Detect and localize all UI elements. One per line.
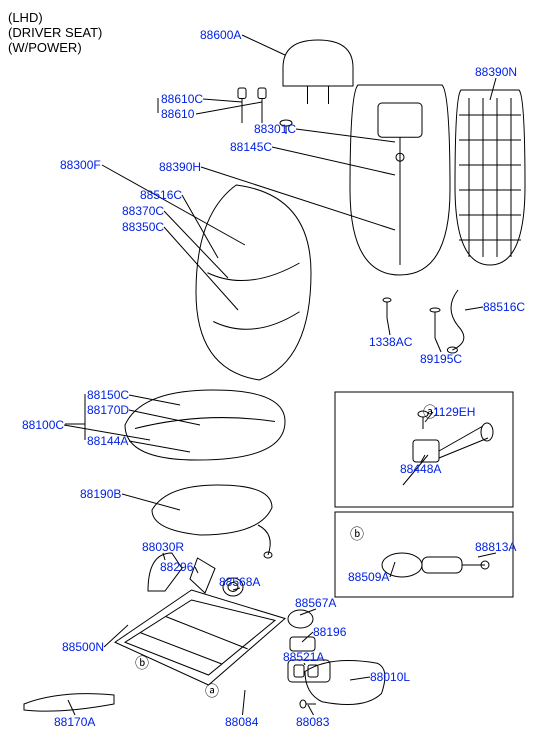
part-label: 88100C	[22, 418, 64, 432]
part-label: 1338AC	[369, 335, 412, 349]
part-label: 88448A	[400, 462, 441, 476]
part-label: 1129EH	[433, 405, 475, 419]
marker: ⓑ	[135, 653, 149, 673]
part-label: 88610C	[161, 92, 203, 106]
part-label: 88350C	[122, 220, 164, 234]
part-label: 88521A	[283, 650, 324, 664]
header-text: (W/POWER)	[8, 40, 82, 55]
part-label: 88370C	[122, 204, 164, 218]
part-label: 88144A	[87, 434, 128, 448]
marker: ⓐ	[205, 681, 219, 701]
part-label: 88170D	[87, 403, 129, 417]
part-label: 88568A	[219, 575, 260, 589]
part-label: 88030R	[142, 540, 184, 554]
header-text: (LHD)	[8, 10, 43, 25]
part-label: 88300F	[60, 158, 101, 172]
part-label: 88567A	[295, 596, 336, 610]
part-label: 88610	[161, 107, 194, 121]
part-label: 89195C	[420, 352, 462, 366]
part-label: 88600A	[200, 28, 241, 42]
part-label: 88509A	[348, 570, 389, 584]
part-label: 88296	[160, 560, 193, 574]
part-label: 88516C	[483, 300, 525, 314]
part-label: 88390H	[159, 160, 201, 174]
part-label: 88500N	[62, 640, 104, 654]
part-label: 88390N	[475, 65, 517, 79]
part-label: 88813A	[475, 540, 516, 554]
part-label: 88010L	[370, 670, 410, 684]
marker: ⓑ	[350, 524, 364, 544]
part-label: 88150C	[87, 388, 129, 402]
part-label: 88301C	[254, 122, 296, 136]
part-label: 88190B	[80, 487, 121, 501]
part-label: 88196	[313, 625, 346, 639]
part-label: 88145C	[230, 140, 272, 154]
header-text: (DRIVER SEAT)	[8, 25, 102, 40]
part-label: 88516C	[140, 188, 182, 202]
diagram-canvas	[0, 0, 546, 727]
